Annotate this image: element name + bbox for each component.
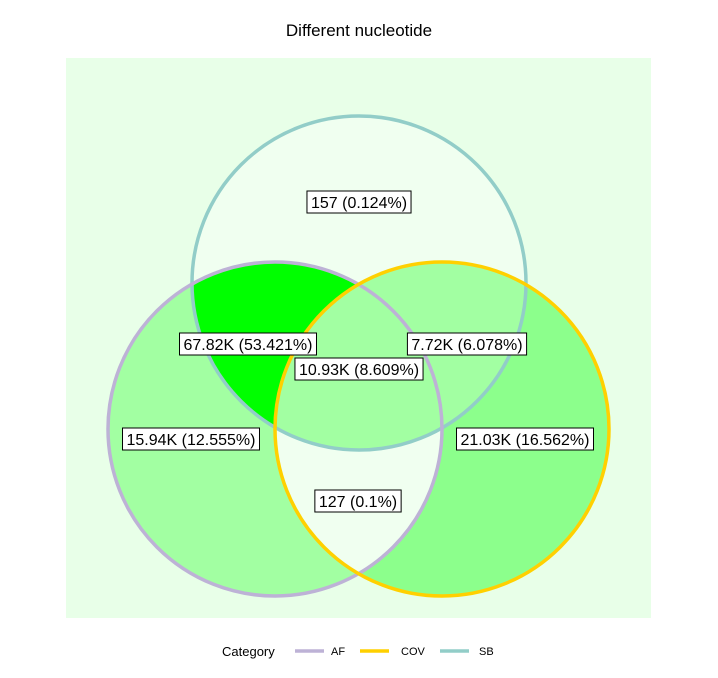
label-sb-only: 157 (0.124%) [306, 190, 412, 214]
circle-af-outline [106, 260, 444, 598]
svg-text:21.03K (16.562%): 21.03K (16.562%) [461, 432, 590, 449]
svg-text:10.93K (8.609%): 10.93K (8.609%) [299, 362, 419, 379]
legend: Category AF COV SB [222, 644, 494, 659]
label-af-only: 15.94K (12.555%) [122, 427, 260, 451]
chart-title: Different nucleotide [286, 21, 432, 40]
circle-cov-outline [273, 260, 611, 598]
label-af-cov: 127 (0.1%) [314, 489, 402, 513]
svg-text:157 (0.124%): 157 (0.124%) [311, 195, 407, 212]
svg-text:7.72K (6.078%): 7.72K (6.078%) [411, 337, 522, 354]
svg-text:67.82K (53.421%): 67.82K (53.421%) [184, 337, 313, 354]
svg-text:SB: SB [479, 646, 494, 658]
label-af-cov-sb: 10.93K (8.609%) [294, 357, 424, 381]
svg-text:COV: COV [401, 646, 426, 658]
svg-text:127 (0.1%): 127 (0.1%) [319, 494, 397, 511]
legend-item-af: AF [295, 646, 345, 658]
legend-item-cov: COV [360, 646, 426, 658]
legend-item-sb: SB [440, 646, 494, 658]
region-af-cov-sb [275, 262, 442, 450]
label-cov-sb: 7.72K (6.078%) [406, 332, 528, 356]
svg-text:AF: AF [331, 646, 345, 658]
label-af-sb: 67.82K (53.421%) [179, 332, 317, 356]
label-cov-only: 21.03K (16.562%) [456, 427, 594, 451]
legend-title: Category [222, 644, 275, 659]
svg-text:15.94K (12.555%): 15.94K (12.555%) [127, 432, 256, 449]
